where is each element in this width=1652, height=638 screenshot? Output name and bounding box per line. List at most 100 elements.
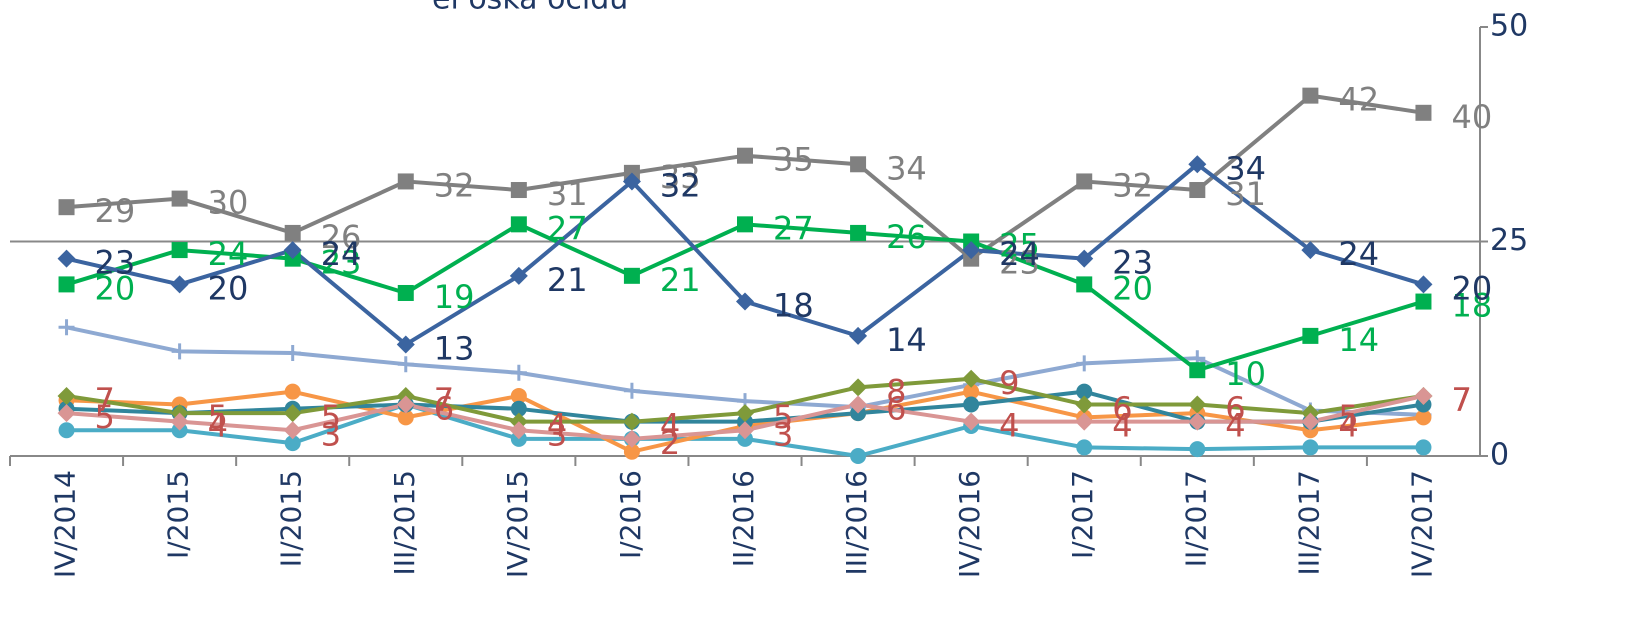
marker — [58, 276, 75, 293]
data-label: 21 — [547, 261, 588, 299]
x-tick-label: I/2017 — [1066, 470, 1099, 559]
marker — [962, 412, 981, 431]
marker — [58, 319, 75, 336]
marker — [171, 242, 188, 259]
marker — [1076, 355, 1093, 372]
y-tick-label: 25 — [1490, 223, 1528, 258]
marker — [283, 241, 302, 260]
marker — [397, 173, 414, 190]
marker — [963, 383, 980, 400]
data-label: 26 — [886, 218, 927, 256]
marker — [397, 409, 414, 426]
marker — [1075, 395, 1094, 414]
data-label: 20 — [1112, 269, 1153, 307]
x-tick-label: II/2016 — [727, 470, 760, 567]
data-label: 23 — [321, 244, 362, 282]
marker — [849, 395, 868, 414]
data-label: 20 — [1451, 269, 1492, 307]
marker — [509, 266, 528, 285]
marker — [396, 335, 415, 354]
data-label: 30 — [208, 184, 249, 222]
marker — [850, 448, 867, 464]
marker — [1076, 383, 1093, 400]
x-tick-label: IV/2016 — [953, 470, 986, 578]
data-label: 5 — [773, 398, 793, 436]
marker — [1076, 276, 1093, 293]
marker — [736, 292, 754, 311]
marker — [622, 429, 641, 448]
data-label: 25 — [999, 227, 1040, 265]
x-tick-label: II/2015 — [275, 470, 308, 567]
data-label: 5 — [95, 398, 115, 436]
marker — [396, 395, 415, 414]
marker — [736, 421, 754, 440]
data-label: 32 — [660, 166, 701, 204]
data-label: 6 — [886, 390, 906, 428]
marker — [1189, 362, 1206, 379]
marker — [57, 249, 76, 268]
data-label: 6 — [1112, 390, 1132, 428]
marker — [623, 382, 640, 399]
data-label: 8 — [886, 372, 906, 410]
marker — [1189, 182, 1206, 199]
data-label: 5 — [1338, 398, 1358, 436]
data-label: 35 — [773, 141, 814, 179]
marker — [510, 216, 527, 233]
data-label: 14 — [1338, 321, 1379, 359]
data-label: 3 — [321, 415, 341, 453]
marker — [1415, 409, 1432, 426]
marker — [737, 147, 753, 164]
marker — [623, 267, 640, 284]
data-label: 23 — [95, 244, 136, 282]
x-tick-label: IV/2014 — [49, 470, 82, 578]
data-label: 24 — [321, 235, 362, 273]
data-label: 23 — [999, 244, 1040, 282]
data-label: 4 — [208, 407, 228, 445]
data-label: 6 — [1225, 390, 1245, 428]
marker — [1415, 104, 1432, 121]
data-label: 3 — [773, 415, 793, 453]
data-label: 10 — [1225, 355, 1266, 393]
marker — [849, 326, 868, 345]
marker — [1414, 386, 1433, 405]
marker — [1188, 395, 1207, 414]
data-label: 13 — [434, 329, 475, 367]
chart-title: el’oska očidu — [432, 0, 628, 17]
marker — [1301, 412, 1320, 431]
data-label: 5 — [208, 398, 228, 436]
marker — [1075, 412, 1094, 431]
marker — [963, 396, 980, 413]
marker — [1301, 241, 1320, 260]
marker — [284, 224, 301, 241]
marker — [283, 421, 302, 440]
marker — [284, 383, 301, 400]
marker — [283, 404, 302, 423]
marker — [509, 421, 528, 440]
marker — [1076, 439, 1093, 456]
x-tick-label: IV/2017 — [1405, 470, 1438, 578]
data-label: 32 — [1112, 166, 1153, 204]
data-label: 4 — [547, 407, 567, 445]
data-label: 34 — [886, 149, 927, 187]
marker — [849, 378, 868, 397]
marker — [623, 443, 640, 460]
marker — [1189, 441, 1206, 458]
data-label: 9 — [999, 364, 1019, 402]
data-label: 18 — [1451, 287, 1492, 325]
x-tick-label: III/2015 — [388, 470, 421, 575]
marker — [171, 190, 188, 207]
marker — [170, 275, 189, 294]
marker — [962, 369, 981, 388]
data-label: 42 — [1338, 81, 1379, 119]
data-label: 32 — [434, 166, 475, 204]
x-tick-label: II/2017 — [1179, 470, 1212, 567]
marker — [1414, 275, 1433, 294]
data-label: 40 — [1451, 98, 1492, 136]
marker — [58, 199, 75, 216]
x-tick-label: III/2017 — [1292, 470, 1325, 575]
data-label: 7 — [1451, 381, 1471, 419]
data-label: 20 — [95, 269, 136, 307]
marker — [1415, 439, 1432, 456]
y-tick-label: 50 — [1490, 9, 1528, 44]
